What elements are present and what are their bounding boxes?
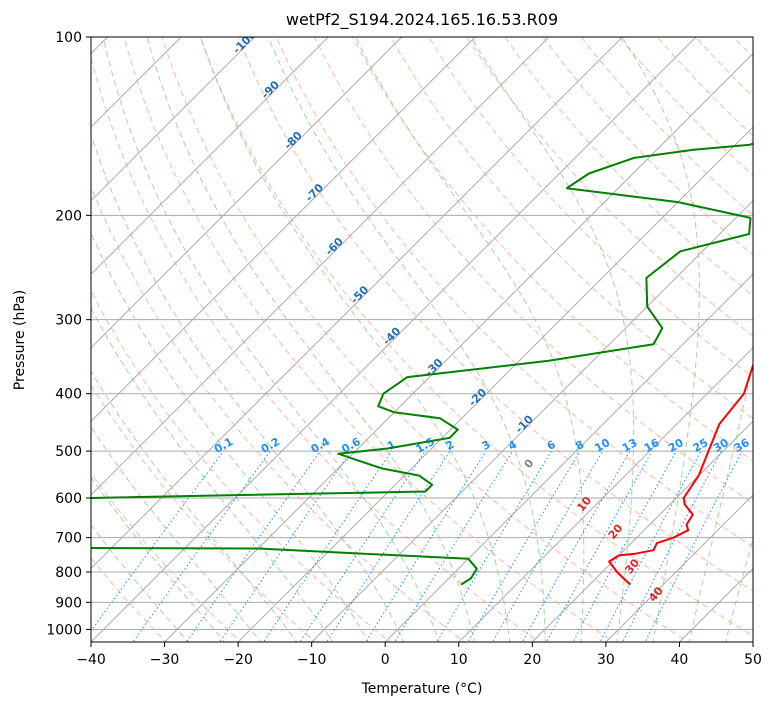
mixing-ratio-line [262,450,392,642]
dry-adiabat-line [91,290,391,642]
y-tick-label: 1000 [46,622,82,638]
y-tick-label: 100 [55,30,82,46]
profile-series [91,142,753,586]
moist-adiabat-line [725,536,753,642]
temperature-line [608,362,753,586]
dry-adiabat-line [275,37,753,548]
moist-adiabat-line [91,476,226,642]
isotherm-line [91,37,624,570]
mixing-ratio-line [599,450,702,642]
chart-title: wetPf2_S194.2024.165.16.53.R09 [286,10,558,30]
isotherm-line [91,37,697,642]
y-tick-label: 300 [55,313,82,329]
mixing-ratio-line [365,450,487,642]
dry-adiabat-line [466,37,753,337]
x-tick-label: −10 [297,652,327,668]
moist-adiabat-line [688,360,753,642]
isotherm-line [384,273,753,642]
y-tick-label: 700 [55,531,82,547]
mixing-ratio-line [572,450,677,642]
moist-adiabat-line [102,37,440,642]
moist-adiabat-line [146,37,475,642]
mixing-ratio-line [622,450,722,642]
isotherm-line [237,126,753,642]
x-tick-label: −40 [76,652,106,668]
x-tick-label: 10 [450,652,468,668]
moist-adiabat-line [267,37,546,642]
dry-adiabat-line [313,37,753,505]
x-tick-label: −30 [150,652,180,668]
x-tick-label: 0 [381,652,390,668]
x-axis: −40 −30 −20 −10 0 10 20 30 40 50 [76,642,762,668]
x-tick-label: 30 [597,652,615,668]
plot-frame [90,36,754,643]
moist-adiabat-line [355,37,585,642]
mixing-ratio-line [132,450,271,642]
moist-adiabat-line [91,133,405,642]
isotherm-line [91,37,256,202]
dewpoint-line [91,142,753,586]
dry-adiabat-line [91,384,317,642]
moist-adiabat-line [91,307,334,642]
dry-adiabat-line [504,37,753,297]
moist-adiabat-line [91,425,262,642]
dry-adiabat-line [237,37,753,592]
isotherm-line [163,52,753,642]
y-axis: 100 200 300 400 500 600 700 800 900 1000 [46,30,91,638]
moist-adiabat-line [91,231,369,642]
dry-adiabat-line [91,472,242,642]
mixing-ratio-line [185,450,321,642]
moist-adiabat-line [621,37,700,642]
y-tick-label: 600 [55,491,82,507]
moist-adiabat-line [91,370,298,642]
mixing-ratio-line [219,450,352,642]
mixing-ratio-line [394,450,514,642]
isotherm-line [531,420,753,642]
y-axis-title: Pressure (hPa) [12,290,28,390]
dry-adiabat-line [428,37,753,378]
y-tick-label: 900 [55,595,82,611]
x-tick-label: 20 [523,652,541,668]
mixing-ratio-line [467,450,581,642]
mixing-ratio-line [299,450,426,642]
isotherm-line [458,347,753,642]
isotherm-line [605,494,753,642]
dry-adiabat-line [199,37,753,637]
y-tick-label: 200 [55,208,82,224]
isotherm-line [310,199,753,642]
y-tick-label: 500 [55,444,82,460]
dry-adiabat-line [123,37,615,642]
dry-adiabat-line [161,37,690,642]
x-tick-label: −20 [223,652,253,668]
moist-adiabat-line [470,37,635,642]
moist-adiabat-line [200,37,511,642]
y-tick-label: 800 [55,565,82,581]
moist-adiabat-line [91,524,189,642]
mixing-ratio-line [326,450,451,642]
x-axis-title: Temperature (°C) [361,681,483,697]
x-tick-label: 50 [744,652,762,668]
x-tick-label: 40 [671,652,689,668]
y-tick-label: 400 [55,387,82,403]
isotherm-line [91,37,550,496]
isotherm-line [91,37,477,423]
dry-adiabat-line [91,55,540,642]
